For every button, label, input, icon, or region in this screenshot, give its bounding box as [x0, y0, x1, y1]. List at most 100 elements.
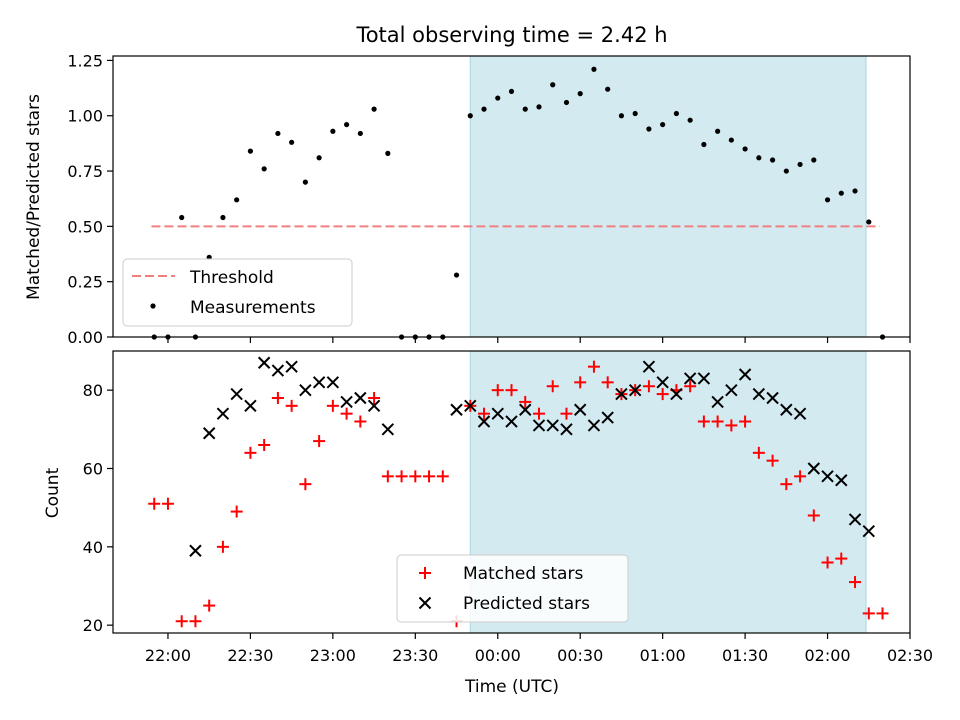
predicted-stars-point: [532, 419, 546, 432]
predicted-stars-point: [340, 395, 353, 409]
measurement-point: [467, 113, 473, 119]
x-tick-label: 01:30: [722, 646, 768, 665]
measurement-point: [687, 117, 693, 123]
predicted-stars-point: [326, 376, 340, 389]
legend-matched-label: Matched stars: [463, 564, 583, 584]
shaded-region: [470, 56, 867, 337]
matched-stars-point: [491, 384, 504, 397]
matched-stars-point: [326, 399, 339, 412]
measurement-point: [508, 88, 515, 95]
predicted-stars-point: [862, 524, 875, 538]
predicted-stars-point: [491, 407, 504, 420]
matched-stars-point: [340, 407, 353, 420]
measurement-point: [289, 139, 295, 145]
matched-stars-point: [271, 392, 284, 404]
predicted-stars-point: [752, 387, 766, 401]
x-tick-label: 00:00: [475, 646, 521, 665]
x-tick-label: 02:00: [804, 646, 850, 665]
x-tick-label: 00:30: [557, 646, 603, 665]
measurement-point: [522, 106, 528, 112]
predicted-stars-point: [766, 391, 779, 405]
predicted-stars-point: [835, 474, 848, 487]
x-tick-label: 02:30: [887, 646, 933, 665]
measurement-point: [577, 91, 583, 97]
predicted-stars-point: [285, 360, 298, 373]
predicted-stars-point: [848, 513, 862, 526]
y-tick-label: 40: [83, 538, 103, 557]
measurement-point: [247, 148, 254, 154]
measurement-point: [550, 82, 556, 88]
matched-stars-point: [711, 415, 724, 428]
matched-stars-point: [780, 478, 793, 491]
matched-stars-point: [478, 407, 491, 420]
measurement-point: [756, 155, 762, 161]
predicted-stars-point: [477, 415, 491, 428]
measurement-point: [302, 179, 308, 185]
matched-stars-point: [821, 556, 834, 569]
axes-frame: [112, 55, 911, 338]
measurement-point: [673, 110, 679, 117]
matched-stars-point: [684, 380, 697, 393]
predicted-stars-point: [738, 368, 752, 381]
measurement-point: [385, 150, 391, 156]
predicted-stars-point: [519, 403, 532, 416]
measurement-point: [275, 130, 281, 137]
measurement-point: [646, 126, 652, 132]
measurement-point: [701, 141, 707, 148]
predicted-stars-point: [244, 399, 257, 413]
matched-stars-point: [835, 552, 848, 565]
measurement-point: [357, 130, 363, 137]
y-tick-label: 0.25: [67, 273, 103, 292]
measurement-point: [783, 168, 789, 174]
predicted-stars-point: [381, 423, 395, 436]
legend-bottom: Matched stars Predicted stars: [396, 554, 629, 623]
predicted-stars-point: [587, 419, 601, 432]
matched-stars-point: [258, 439, 271, 451]
matched-stars-point: [230, 505, 243, 518]
matched-stars-point: [285, 399, 298, 412]
matched-stars-point: [739, 415, 752, 428]
predicted-stars-point: [464, 399, 477, 413]
predicted-stars-point: [367, 399, 381, 413]
predicted-stars-point: [189, 544, 202, 557]
matched-stars-point: [862, 607, 875, 620]
legend-predicted-swatch: [418, 596, 432, 610]
measurement-point: [715, 128, 721, 134]
predicted-stars-point: [230, 387, 243, 401]
matched-stars-point: [409, 470, 422, 483]
x-tick-label: 23:30: [392, 646, 438, 665]
measurement-point: [824, 197, 831, 203]
predicted-stars-point: [560, 423, 573, 436]
predicted-stars-point: [257, 356, 271, 369]
predicted-stars-point: [683, 372, 697, 385]
measurement-point: [316, 155, 322, 161]
y-tick-label: 0.00: [67, 328, 103, 347]
y-tick-label: 20: [83, 616, 103, 635]
measurement-point: [330, 128, 336, 134]
predicted-stars-point: [450, 403, 463, 416]
predicted-stars-point: [725, 383, 738, 397]
measurement-point: [866, 219, 872, 225]
y-tick-label: 0.75: [67, 162, 103, 181]
measurement-point: [838, 190, 844, 196]
y-tick-label: 0.50: [67, 217, 103, 236]
matched-stars-point: [216, 540, 229, 553]
predicted-stars-point: [615, 387, 628, 401]
predicted-stars-point: [711, 395, 724, 409]
legend-box: [396, 554, 629, 623]
predicted-stars-point: [505, 415, 518, 428]
predicted-stars-point: [573, 403, 587, 416]
predicted-stars-point: [312, 376, 326, 389]
predicted-stars-point: [780, 403, 793, 416]
x-tick-label: 22:30: [227, 646, 273, 665]
predicted-stars-point: [601, 411, 614, 424]
matched-stars-point: [519, 395, 532, 408]
matched-stars-point: [849, 576, 862, 589]
x-tick-label: 23:00: [310, 646, 356, 665]
matched-stars-point: [148, 497, 161, 510]
measurement-point: [453, 272, 460, 278]
matched-stars-point: [505, 384, 518, 397]
matched-stars-point: [656, 388, 669, 401]
top-panel: 0.00 0.25 0.50 0.75 1.00 1.25 Threshold Measure…: [67, 51, 911, 347]
